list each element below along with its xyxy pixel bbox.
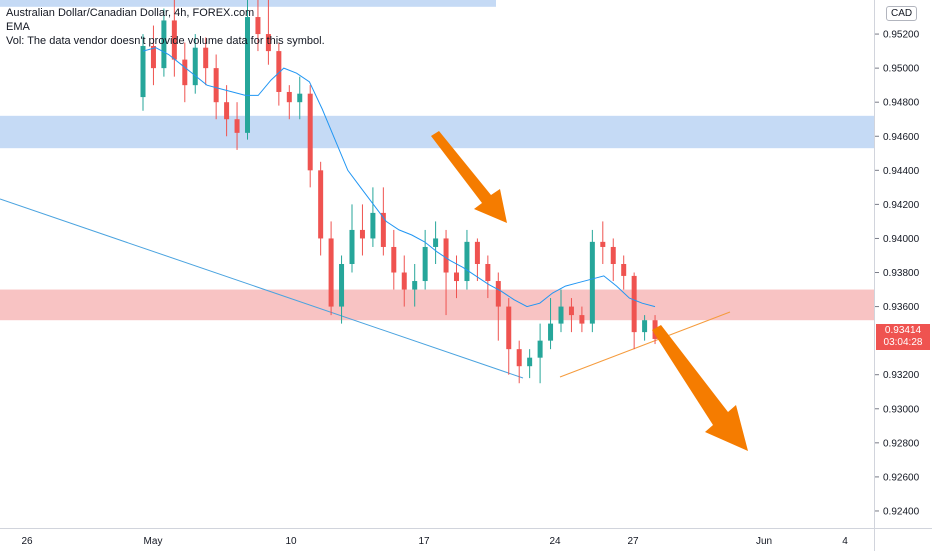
candle-body xyxy=(568,306,574,316)
candle-body xyxy=(171,20,177,60)
candle-body xyxy=(245,17,250,133)
candle-body xyxy=(224,102,230,120)
candle-body xyxy=(589,241,595,324)
candle-body xyxy=(474,241,480,264)
candle-body xyxy=(610,246,616,264)
candle-body xyxy=(297,93,303,103)
candle-body xyxy=(495,281,501,307)
candle-body xyxy=(380,212,386,247)
x-tick-label: 10 xyxy=(285,536,297,547)
candle-body xyxy=(192,47,198,86)
y-tick-label: 0.93600 xyxy=(883,302,920,313)
candle-body xyxy=(454,272,459,282)
y-tick-label: 0.94800 xyxy=(883,98,920,109)
candle-body xyxy=(318,170,324,239)
candle-body xyxy=(391,246,397,273)
y-tick-label: 0.93200 xyxy=(883,370,920,381)
candle-body xyxy=(265,34,271,52)
last-price-countdown: 03:04:28 xyxy=(883,337,923,348)
price-axis[interactable]: 0.95200 0.95000 0.94800 0.94600 0.94400 0.942… xyxy=(874,0,932,528)
trendline-rising xyxy=(559,311,731,378)
candle-body xyxy=(234,119,240,133)
candle-body xyxy=(642,320,648,333)
y-tick-label: 0.95000 xyxy=(883,64,920,75)
candle-body xyxy=(412,281,418,290)
candle-body xyxy=(276,51,282,92)
x-tick-label: 17 xyxy=(418,536,430,547)
time-axis[interactable]: 26 May 10 17 24 27 Jun 4 xyxy=(0,528,874,551)
trendlines-layer xyxy=(0,198,731,379)
candle-body xyxy=(548,323,554,341)
x-tick-label: 4 xyxy=(842,536,848,547)
chart-legend: Australian Dollar/Canadian Dollar, 4h, F… xyxy=(6,6,325,48)
candle-body xyxy=(631,275,637,333)
candle-body xyxy=(600,241,606,247)
candle-body xyxy=(527,357,533,367)
legend-ema: EMA xyxy=(6,21,30,33)
candle-body xyxy=(161,20,167,69)
candle-body xyxy=(370,212,376,239)
candle-body xyxy=(401,272,407,290)
y-tick-label: 0.95200 xyxy=(883,30,920,41)
arrow-down-annotation xyxy=(652,325,748,451)
price-axis-labels: 0.95200 0.95000 0.94800 0.94600 0.94400 0.942… xyxy=(875,30,920,517)
last-price-value: 0.93414 xyxy=(884,325,922,336)
time-axis-labels: 26 May 10 17 24 27 Jun 4 xyxy=(21,536,848,547)
candle-body xyxy=(339,264,345,307)
candle-body xyxy=(213,68,219,103)
candle-body xyxy=(506,306,512,350)
ema-line xyxy=(142,47,656,308)
candle-body xyxy=(443,238,449,273)
axis-corner xyxy=(874,528,932,551)
y-tick-label: 0.94400 xyxy=(883,166,920,177)
candle-body xyxy=(558,306,564,324)
candles-layer xyxy=(140,0,658,384)
x-tick-label: Jun xyxy=(756,536,772,547)
candle-body xyxy=(485,264,491,282)
y-tick-label: 0.93800 xyxy=(883,268,920,279)
candle-body xyxy=(422,246,428,282)
ema-layer xyxy=(142,47,656,308)
candle-body xyxy=(286,91,292,103)
y-tick-label: 0.94000 xyxy=(883,234,920,245)
plot-background xyxy=(0,0,874,528)
y-tick-label: 0.94600 xyxy=(883,132,920,143)
candle-body xyxy=(464,241,470,282)
candle-body xyxy=(537,340,543,358)
y-tick-label: 0.92800 xyxy=(883,438,920,449)
last-price-tag: 0.93414 03:04:28 xyxy=(876,324,930,350)
candle-body xyxy=(328,238,334,307)
candle-body xyxy=(307,93,313,171)
candle-body xyxy=(203,47,209,69)
candle-body xyxy=(621,264,627,276)
y-tick-label: 0.93000 xyxy=(883,404,920,415)
arrow-down-annotation xyxy=(431,131,507,223)
x-tick-label: 26 xyxy=(21,536,33,547)
y-tick-label: 0.92600 xyxy=(883,472,920,483)
candle-body xyxy=(150,45,156,69)
y-tick-label: 0.94200 xyxy=(883,200,920,211)
candle-body xyxy=(255,17,261,35)
candle-body xyxy=(140,45,146,98)
candle-body xyxy=(359,229,365,239)
candle-body xyxy=(182,59,188,86)
legend-volume-note: Vol: The data vendor doesn't provide vol… xyxy=(6,35,325,47)
legend-symbol: Australian Dollar/Canadian Dollar, 4h, F… xyxy=(6,7,255,19)
candle-body xyxy=(579,315,585,324)
x-tick-label: May xyxy=(144,536,163,547)
candle-body xyxy=(349,229,355,264)
y-tick-label: 0.92400 xyxy=(883,506,920,517)
x-tick-label: 24 xyxy=(549,536,561,547)
arrows-layer xyxy=(431,131,748,451)
candle-body xyxy=(433,238,439,247)
trendline-descending xyxy=(0,198,524,379)
support-zone xyxy=(0,289,874,321)
x-tick-label: 27 xyxy=(627,536,639,547)
currency-badge[interactable]: CAD xyxy=(886,6,918,21)
candle-body xyxy=(516,349,522,367)
